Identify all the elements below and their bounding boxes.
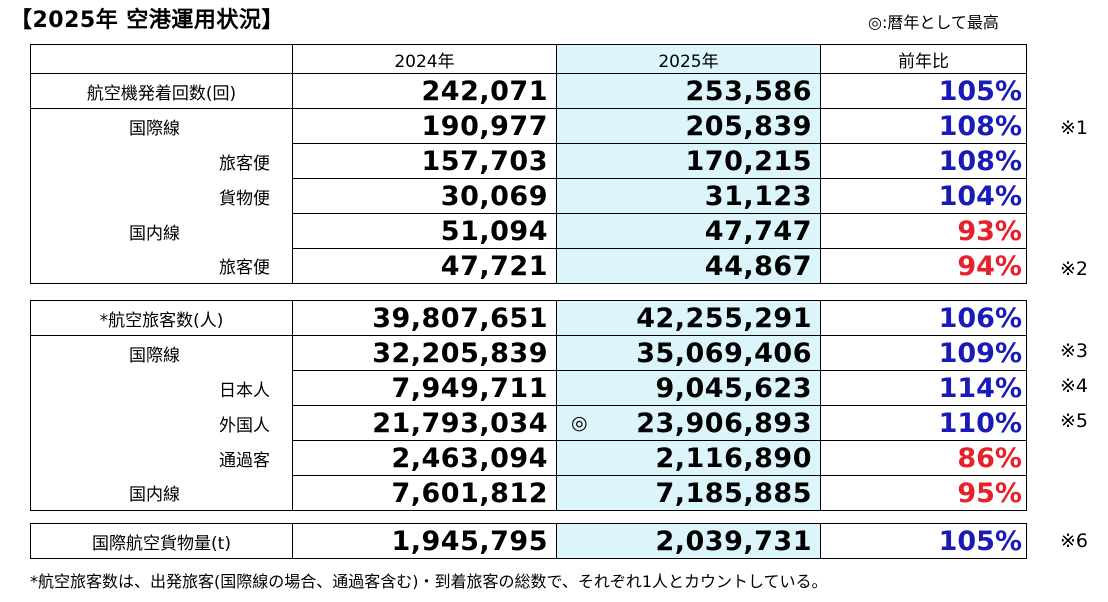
row-label: 旅客便: [30, 248, 293, 284]
footnote: *航空旅客数は、出発旅客(国際線の場合、通過客含む)・到着旅客の総数で、それぞれ…: [30, 572, 828, 591]
value-2024: 30,069: [292, 178, 557, 214]
value-2025: 170,215: [556, 143, 821, 179]
value-2024: 7,949,711: [292, 370, 557, 406]
ratio-value: 114%: [820, 370, 1027, 406]
value-2024: 51,094: [292, 213, 557, 249]
note-6: ※6: [1060, 530, 1089, 552]
note-4: ※4: [1060, 375, 1089, 397]
page-title: 【2025年 空港運用状況】: [10, 8, 284, 33]
value-2025: 44,867: [556, 248, 821, 284]
value-2025: 47,747: [556, 213, 821, 249]
table-row: 国際線 190,977 205,839 108%: [30, 108, 1027, 144]
header-2025: 2025年: [556, 44, 821, 74]
ratio-value: 108%: [820, 108, 1027, 144]
note-1: ※1: [1060, 117, 1089, 139]
value-2025: 42,255,291: [556, 300, 821, 336]
row-label: 国内線: [30, 213, 293, 249]
header-label-cell: [30, 44, 293, 74]
row-label: 国際線: [30, 108, 293, 144]
value-2024: 242,071: [292, 73, 557, 109]
row-label: 通過客: [30, 440, 293, 476]
passengers-table: *航空旅客数(人) 39,807,651 42,255,291 106% 国際線…: [30, 300, 1027, 511]
value-2025: 205,839: [556, 108, 821, 144]
ratio-value: 108%: [820, 143, 1027, 179]
row-label: 旅客便: [30, 143, 293, 179]
row-label: 国際航空貨物量(t): [30, 523, 293, 559]
note-5: ※5: [1060, 410, 1089, 432]
ratio-value: 110%: [820, 405, 1027, 441]
table-row: 旅客便 47,721 44,867 94%: [30, 248, 1027, 284]
row-label: 国内線: [30, 475, 293, 511]
table-row: 外国人 21,793,034 ◎ 23,906,893 110%: [30, 405, 1027, 441]
table-row: 日本人 7,949,711 9,045,623 114%: [30, 370, 1027, 406]
value-2024: 157,703: [292, 143, 557, 179]
value-2025: 2,039,731: [556, 523, 821, 559]
table-row: 国内線 51,094 47,747 93%: [30, 213, 1027, 249]
value-2025: 35,069,406: [556, 335, 821, 371]
value-2024: 7,601,812: [292, 475, 557, 511]
ratio-value: 105%: [820, 73, 1027, 109]
value-2025: 9,045,623: [556, 370, 821, 406]
record-mark: ◎: [571, 411, 589, 434]
ratio-value: 86%: [820, 440, 1027, 476]
value-2024: 2,463,094: [292, 440, 557, 476]
table-row: 国内線 7,601,812 7,185,885 95%: [30, 475, 1027, 511]
ratio-value: 93%: [820, 213, 1027, 249]
value-2025: 31,123: [556, 178, 821, 214]
value-2024: 1,945,795: [292, 523, 557, 559]
legend-note: ◎:暦年として最高: [868, 13, 999, 32]
value-2025: 7,185,885: [556, 475, 821, 511]
ratio-value: 104%: [820, 178, 1027, 214]
ratio-value: 95%: [820, 475, 1027, 511]
table-row: 国際航空貨物量(t) 1,945,795 2,039,731 105%: [30, 523, 1027, 559]
header-row: 2024年 2025年 前年比: [30, 44, 1027, 74]
note-3: ※3: [1060, 340, 1089, 362]
row-label: 日本人: [30, 370, 293, 406]
row-label: 外国人: [30, 405, 293, 441]
table-row: 航空機発着回数(回) 242,071 253,586 105%: [30, 73, 1027, 109]
value-2024: 47,721: [292, 248, 557, 284]
table-row: 通過客 2,463,094 2,116,890 86%: [30, 440, 1027, 476]
value-2024: 21,793,034: [292, 405, 557, 441]
value-2025: ◎ 23,906,893: [556, 405, 821, 441]
value-2024: 39,807,651: [292, 300, 557, 336]
value-2025: 253,586: [556, 73, 821, 109]
row-label: *航空旅客数(人): [30, 300, 293, 336]
ratio-value: 109%: [820, 335, 1027, 371]
table-row: 貨物便 30,069 31,123 104%: [30, 178, 1027, 214]
ratio-value: 105%: [820, 523, 1027, 559]
header-ratio: 前年比: [820, 44, 1027, 74]
table-row: 国際線 32,205,839 35,069,406 109%: [30, 335, 1027, 371]
ratio-value: 94%: [820, 248, 1027, 284]
ratio-value: 106%: [820, 300, 1027, 336]
row-label: 国際線: [30, 335, 293, 371]
value-2024: 32,205,839: [292, 335, 557, 371]
note-2: ※2: [1060, 258, 1089, 280]
row-label: 貨物便: [30, 178, 293, 214]
table-row: *航空旅客数(人) 39,807,651 42,255,291 106%: [30, 300, 1027, 336]
value-2024: 190,977: [292, 108, 557, 144]
row-label: 航空機発着回数(回): [30, 73, 293, 109]
table-row: 旅客便 157,703 170,215 108%: [30, 143, 1027, 179]
value-2025: 2,116,890: [556, 440, 821, 476]
flights-table: 2024年 2025年 前年比 航空機発着回数(回) 242,071 253,5…: [30, 44, 1027, 284]
cargo-table: 国際航空貨物量(t) 1,945,795 2,039,731 105%: [30, 523, 1027, 559]
header-2024: 2024年: [292, 44, 557, 74]
record-value: 23,906,893: [636, 407, 812, 439]
